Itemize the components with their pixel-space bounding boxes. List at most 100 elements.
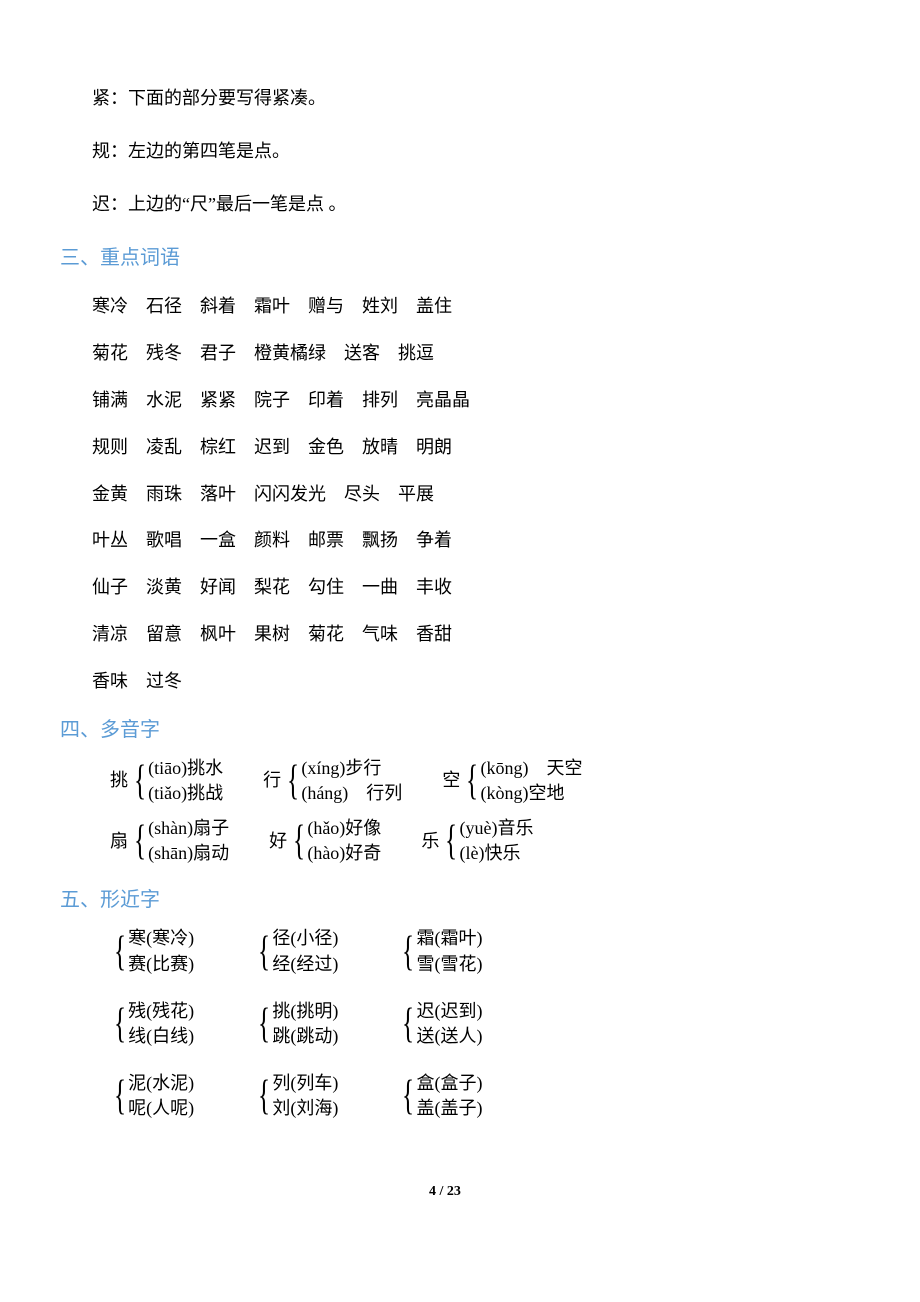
poly-lead-char: 扇 (110, 827, 128, 856)
word-item: 一盒 (200, 526, 236, 555)
near-item: 送(送人) (417, 1024, 483, 1049)
near-item: 残(残花) (128, 999, 194, 1024)
word-item: 斜着 (200, 292, 236, 321)
brace-icon: { (258, 1075, 270, 1117)
word-item: 金色 (308, 433, 344, 462)
word-item: 残冬 (146, 339, 182, 368)
word-item: 迟到 (254, 433, 290, 462)
near-item: 盖(盖子) (417, 1096, 483, 1121)
word-item: 菊花 (92, 339, 128, 368)
word-item: 送客 (344, 339, 380, 368)
word-item: 君子 (200, 339, 236, 368)
brace-icon: { (445, 820, 457, 862)
poly-lead-char: 行 (263, 766, 281, 795)
word-item: 勾住 (308, 573, 344, 602)
near-pair: 残(残花)线(白线) (128, 999, 194, 1049)
near-group: {挑(挑明)跳(跳动) (254, 999, 338, 1049)
polyphonic-container: 挑{(tiāo)挑水(tiǎo)挑战行{(xíng)步行(háng) 行列空{(… (60, 756, 830, 867)
poly-pair: (tiāo)挑水(tiǎo)挑战 (148, 756, 223, 806)
brace-icon: { (114, 931, 126, 973)
word-item: 橙黄橘绿 (254, 339, 326, 368)
word-item: 金黄 (92, 480, 128, 509)
word-row: 菊花残冬君子橙黄橘绿送客挑逗 (92, 339, 830, 368)
word-item: 姓刘 (362, 292, 398, 321)
word-item: 明朗 (416, 433, 452, 462)
near-pair: 列(列车)刘(刘海) (272, 1071, 338, 1121)
near-group: {霜(霜叶)雪(雪花) (398, 926, 482, 976)
near-item: 雪(雪花) (417, 952, 483, 977)
poly-group: 扇{(shàn)扇子(shān)扇动 (110, 816, 229, 866)
brace-icon: { (402, 1075, 414, 1117)
poly-reading: (shàn)扇子 (148, 816, 229, 841)
poly-reading: (kōng) 天空 (480, 756, 582, 781)
near-item: 经(经过) (272, 952, 338, 977)
word-item: 亮晶晶 (416, 386, 470, 415)
poly-reading: (hào)好奇 (307, 841, 381, 866)
word-item: 过冬 (146, 667, 182, 696)
brace-icon: { (134, 820, 146, 862)
word-row: 铺满水泥紧紧院子印着排列亮晶晶 (92, 386, 830, 415)
word-item: 寒冷 (92, 292, 128, 321)
word-item: 闪闪发光 (254, 480, 326, 509)
section-3-heading: 三、重点词语 (60, 242, 830, 274)
poly-reading: (tiǎo)挑战 (148, 781, 223, 806)
poly-lead-char: 乐 (421, 827, 439, 856)
word-item: 盖住 (416, 292, 452, 321)
near-group: {迟(迟到)送(送人) (398, 999, 482, 1049)
word-item: 一曲 (362, 573, 398, 602)
word-item: 水泥 (146, 386, 182, 415)
poly-lead-char: 挑 (110, 766, 128, 795)
word-row: 清凉留意枫叶果树菊花气味香甜 (92, 620, 830, 649)
near-item: 霜(霜叶) (417, 926, 483, 951)
brace-icon: { (402, 1003, 414, 1045)
word-item: 雨珠 (146, 480, 182, 509)
word-item: 菊花 (308, 620, 344, 649)
section-5-heading: 五、形近字 (60, 884, 830, 916)
poly-pair: (kōng) 天空(kòng)空地 (480, 756, 582, 806)
word-item: 气味 (362, 620, 398, 649)
word-item: 规则 (92, 433, 128, 462)
brace-icon: { (114, 1003, 126, 1045)
word-item: 棕红 (200, 433, 236, 462)
near-item: 泥(水泥) (128, 1071, 194, 1096)
poly-reading: (lè)快乐 (459, 841, 533, 866)
poly-group: 乐{(yuè)音乐(lè)快乐 (421, 816, 533, 866)
note-line: 迟：上边的“尺”最后一笔是点 。 (92, 190, 830, 219)
word-item: 霜叶 (254, 292, 290, 321)
near-group: {盒(盒子)盖(盖子) (398, 1071, 482, 1121)
word-item: 丰收 (416, 573, 452, 602)
word-item: 尽头 (344, 480, 380, 509)
poly-group: 挑{(tiāo)挑水(tiǎo)挑战 (110, 756, 223, 806)
word-item: 落叶 (200, 480, 236, 509)
word-item: 凌乱 (146, 433, 182, 462)
word-item: 歌唱 (146, 526, 182, 555)
page-footer: 4 / 23 (60, 1181, 830, 1203)
near-row: {残(残花)线(白线){挑(挑明)跳(跳动){迟(迟到)送(送人) (110, 999, 830, 1049)
brace-icon: { (293, 820, 305, 862)
word-item: 枫叶 (200, 620, 236, 649)
word-item: 香甜 (416, 620, 452, 649)
word-item: 放晴 (362, 433, 398, 462)
near-pair: 盒(盒子)盖(盖子) (417, 1071, 483, 1121)
word-item: 颜料 (254, 526, 290, 555)
brace-icon: { (466, 760, 478, 802)
word-row: 仙子淡黄好闻梨花勾住一曲丰收 (92, 573, 830, 602)
near-pair: 迟(迟到)送(送人) (417, 999, 483, 1049)
word-item: 印着 (308, 386, 344, 415)
word-item: 留意 (146, 620, 182, 649)
word-item: 清凉 (92, 620, 128, 649)
words-container: 寒冷石径斜着霜叶赠与姓刘盖住菊花残冬君子橙黄橘绿送客挑逗铺满水泥紧紧院子印着排列… (60, 292, 830, 695)
poly-reading: (hǎo)好像 (307, 816, 381, 841)
near-group: {寒(寒冷)赛(比赛) (110, 926, 194, 976)
word-item: 果树 (254, 620, 290, 649)
poly-group: 好{(hǎo)好像(hào)好奇 (269, 816, 381, 866)
near-pair: 泥(水泥)呢(人呢) (128, 1071, 194, 1121)
brace-icon: { (402, 931, 414, 973)
near-group: {残(残花)线(白线) (110, 999, 194, 1049)
poly-reading: (háng) 行列 (301, 781, 402, 806)
word-item: 石径 (146, 292, 182, 321)
near-group: {列(列车)刘(刘海) (254, 1071, 338, 1121)
near-pair: 霜(霜叶)雪(雪花) (417, 926, 483, 976)
poly-group: 空{(kōng) 天空(kòng)空地 (442, 756, 582, 806)
near-item: 迟(迟到) (417, 999, 483, 1024)
